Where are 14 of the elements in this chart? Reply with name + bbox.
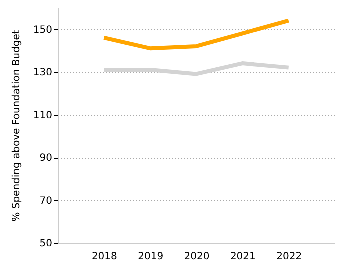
y-tick-label: 150	[33, 24, 52, 36]
y-tick-label: 90	[40, 153, 52, 164]
line-series	[102, 18, 291, 51]
x-tick-label: 2021	[230, 252, 256, 262]
y-axis-title: % Spending above Foundation Budget	[11, 30, 22, 222]
line-series	[102, 62, 291, 76]
x-tick-label: 2018	[92, 252, 118, 262]
x-tick-label: 2022	[276, 252, 302, 262]
x-tick-label: 2019	[138, 252, 164, 262]
y-tick-label: 110	[33, 110, 52, 122]
y-tick-label: 70	[40, 196, 52, 207]
x-tick-label: 2020	[184, 252, 210, 262]
y-tick-label: 50	[40, 238, 52, 250]
y-tick-label: 130	[33, 68, 52, 79]
